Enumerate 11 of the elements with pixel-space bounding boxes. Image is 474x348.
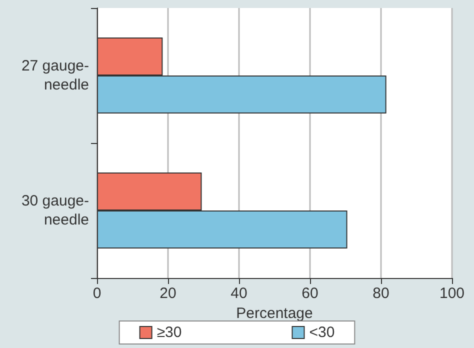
x-tick-label: 20 bbox=[160, 285, 176, 302]
y-tick-label: 30 gauge- needle bbox=[21, 192, 89, 228]
x-axis-title: Percentage bbox=[236, 304, 313, 322]
x-tick-label: 100 bbox=[439, 285, 465, 302]
x-tick-label: 80 bbox=[372, 285, 390, 302]
x-tick-label: 60 bbox=[302, 285, 318, 302]
x-tick-label: 0 bbox=[92, 285, 102, 302]
legend-label: ≥30 bbox=[156, 324, 182, 341]
y-tick-label: 27 gauge- needle bbox=[21, 58, 89, 94]
legend-label: <30 bbox=[309, 324, 335, 341]
x-tick-label: 40 bbox=[230, 285, 248, 302]
